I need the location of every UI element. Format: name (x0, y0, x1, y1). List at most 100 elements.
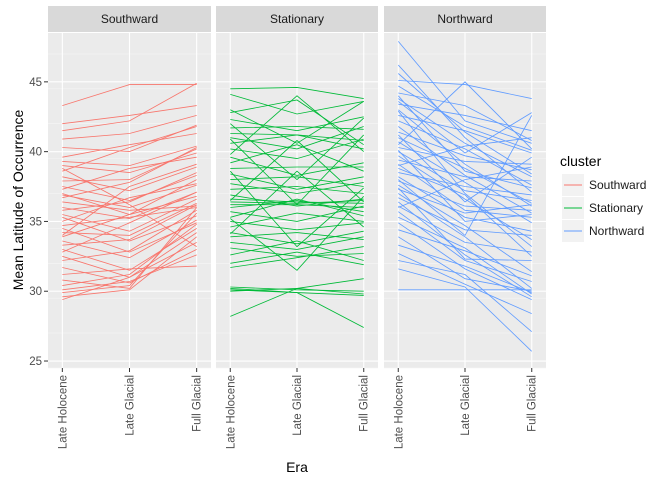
series-line (398, 244, 532, 293)
series-line (230, 287, 364, 328)
series-line (230, 251, 364, 266)
y-tick-label: 45 (29, 77, 42, 89)
series-line (230, 117, 364, 181)
x-tick-label: Late Glacial (460, 375, 472, 436)
series-line (398, 216, 532, 295)
y-axis-title: Mean Latitude of Occurrence (10, 110, 26, 291)
series-line (230, 95, 364, 155)
series-line (62, 168, 197, 247)
series-line (62, 209, 197, 261)
series-line (230, 246, 364, 268)
series-line (230, 212, 364, 228)
series-line (230, 86, 364, 100)
series-line (398, 205, 532, 253)
series-line (398, 131, 532, 171)
x-tick-label: Late Glacial (125, 375, 137, 436)
series-line (230, 196, 365, 271)
series-line (230, 126, 364, 130)
x-tick-label: Late Holocene (57, 375, 69, 449)
series-line (398, 126, 532, 214)
facet-strip (216, 6, 378, 32)
series-line (397, 187, 532, 261)
series-line (230, 176, 364, 187)
series-line (62, 82, 197, 132)
series-line (62, 147, 197, 199)
series-line (230, 134, 364, 150)
series-line (398, 92, 532, 141)
series-line (397, 134, 532, 203)
series-line (397, 150, 532, 222)
series-line (62, 236, 197, 298)
facet-strip-label: Southward (101, 12, 158, 26)
series-line (398, 159, 532, 182)
series-line (230, 198, 364, 218)
series-line (398, 172, 532, 196)
series-line (62, 198, 197, 232)
series-line (62, 207, 198, 289)
series-line (62, 265, 197, 275)
series-line (230, 186, 364, 194)
series-line (62, 126, 197, 172)
series-line (398, 73, 532, 175)
series-line (398, 236, 532, 292)
series-line (398, 180, 532, 211)
series-line (398, 163, 532, 218)
series-line (62, 223, 197, 287)
series-line (230, 139, 364, 203)
series-line (398, 188, 532, 214)
series-line (230, 144, 364, 172)
legend-title: cluster (560, 153, 602, 169)
legend-label: Northward (589, 224, 644, 238)
facet-strip-label: Stationary (270, 12, 324, 26)
series-line (62, 191, 197, 220)
series-line (62, 201, 197, 211)
facet-strip-label: Northward (437, 12, 492, 26)
series-line (398, 141, 532, 224)
y-tick-label: 40 (29, 147, 42, 159)
series-line (230, 99, 364, 146)
series-line (230, 205, 364, 222)
series-line (62, 183, 197, 222)
series-line (62, 175, 197, 201)
series-line (230, 278, 364, 317)
series-line (230, 93, 364, 115)
series-line (62, 114, 197, 140)
series-line (62, 202, 197, 236)
series-line (62, 145, 197, 167)
series-line (230, 240, 364, 261)
x-tick-label: Full Glacial (527, 375, 539, 432)
series-line (398, 120, 532, 186)
series-line (398, 80, 532, 100)
x-tick-label: Late Holocene (393, 375, 405, 449)
legend-label: Southward (589, 178, 646, 192)
series-line (398, 176, 532, 232)
x-tick-label: Full Glacial (359, 375, 371, 432)
series-line (398, 98, 532, 178)
series-line (62, 156, 197, 190)
series-line (62, 232, 197, 301)
facet-strip (384, 6, 546, 32)
y-tick-label: 30 (29, 286, 42, 298)
series-line (230, 198, 364, 204)
series-line (230, 170, 364, 235)
series-line (229, 170, 364, 248)
series-line (62, 228, 197, 271)
series-line (62, 193, 197, 215)
series-line (397, 95, 532, 189)
series-line (398, 260, 532, 333)
series-line (398, 155, 532, 240)
series-line (230, 181, 364, 194)
series-line (62, 212, 198, 294)
series-line (398, 137, 532, 167)
series-line (230, 134, 365, 206)
series-line (398, 151, 532, 201)
series-line (398, 147, 532, 165)
series-line (230, 126, 364, 150)
series-line (62, 204, 197, 246)
series-line (398, 137, 532, 204)
series-line (230, 166, 364, 169)
series-line (62, 184, 197, 208)
series-line (62, 166, 197, 192)
facet-strip (48, 6, 211, 32)
